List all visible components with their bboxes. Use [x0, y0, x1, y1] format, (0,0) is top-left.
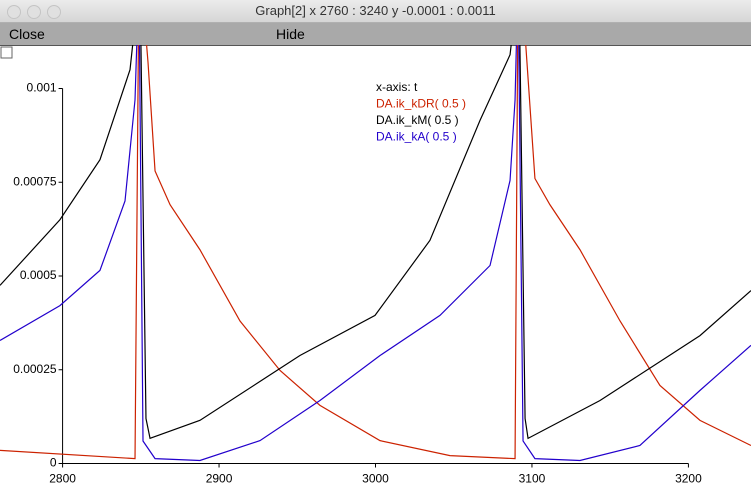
y-tick-label: 0.00075: [13, 174, 57, 188]
title-bar: Graph[2] x 2760 : 3240 y -0.0001 : 0.001…: [0, 0, 751, 23]
y-tick-label: 0.00025: [13, 362, 57, 376]
line-series: [0, 45, 751, 440]
legend-label: x-axis: t: [376, 80, 418, 94]
y-tick-label: 0.001: [27, 81, 57, 95]
menu-bar: Close Hide: [0, 23, 751, 46]
line-series: [0, 45, 751, 460]
legend-entry: DA.ik_kM( 0.5 ): [376, 113, 459, 127]
y-tick-label: 0.0005: [20, 268, 57, 282]
close-button[interactable]: [7, 5, 21, 19]
minimize-button[interactable]: [27, 5, 41, 19]
line-series: [0, 45, 751, 462]
y-tick-label: 0: [50, 456, 57, 470]
x-tick-label: 3000: [362, 472, 389, 486]
legend-entry: DA.ik_kDR( 0.5 ): [376, 97, 466, 111]
zoom-button[interactable]: [47, 5, 61, 19]
legend-entry: DA.ik_kA( 0.5 ): [376, 130, 457, 144]
checkbox[interactable]: [0, 46, 13, 59]
menu-item[interactable]: Close: [9, 26, 45, 42]
window-title: Graph[2] x 2760 : 3240 y -0.0001 : 0.001…: [255, 3, 496, 18]
x-tick-label: 3100: [519, 472, 546, 486]
x-tick-label: 3200: [675, 472, 702, 486]
chart: 0 0.00025 0.0005 0.00075 0.001 2800 2900 3000 31…: [0, 45, 751, 486]
plot-area: [0, 45, 751, 462]
x-tick-label: 2900: [206, 472, 233, 486]
menu-item[interactable]: Hide: [276, 26, 305, 42]
x-tick-label: 2800: [49, 472, 76, 486]
